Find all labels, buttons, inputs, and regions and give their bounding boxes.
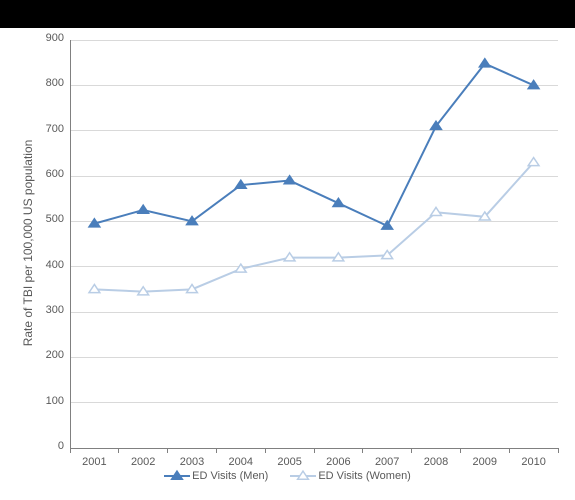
legend-item: ED Visits (Women) — [290, 470, 411, 482]
legend-swatch-line — [164, 475, 190, 477]
triangle-icon — [170, 469, 184, 483]
legend-label: ED Visits (Women) — [318, 470, 411, 482]
series-marker — [479, 59, 490, 67]
series-line — [94, 64, 533, 226]
series-marker — [528, 158, 539, 166]
triangle-icon — [296, 469, 310, 483]
series-line — [94, 162, 533, 291]
series-marker — [431, 207, 442, 215]
series-marker — [284, 176, 295, 184]
legend: ED Visits (Men) ED Visits (Women) — [0, 470, 575, 482]
legend-swatch-line — [290, 475, 316, 477]
series-marker — [138, 205, 149, 213]
chart-lines — [0, 0, 575, 500]
legend-label: ED Visits (Men) — [192, 470, 268, 482]
chart-container: Rate of TBI per 100,000 US population 01… — [0, 0, 575, 500]
legend-item: ED Visits (Men) — [164, 470, 268, 482]
